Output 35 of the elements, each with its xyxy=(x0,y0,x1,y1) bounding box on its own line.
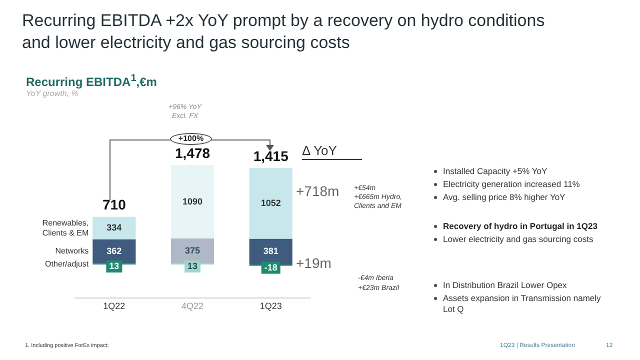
bar xyxy=(92,216,136,240)
text: Assets expansion in Transmission namely Lot Q xyxy=(443,293,601,314)
bar xyxy=(249,168,292,239)
text: Installed Capacity +5% YoY xyxy=(443,166,548,176)
total-label: 1,478 xyxy=(174,144,210,161)
x-tick-label: 1Q22 xyxy=(103,301,126,312)
data-label: 13 xyxy=(109,261,120,272)
total-label: 1,415 xyxy=(253,148,289,164)
data-label: 1052 xyxy=(260,198,281,208)
text: Lower electricity and gas sourcing costs xyxy=(443,234,594,244)
x-tick-label: 4Q22 xyxy=(181,301,204,312)
text: +100% xyxy=(178,134,204,143)
data-label: 13 xyxy=(187,261,198,272)
text: Electricity generation increased 11% xyxy=(443,179,580,189)
chart-subtitle: Recurring EBITDA$^{1}$,€m xyxy=(26,73,157,89)
annotation: +19m xyxy=(296,255,332,271)
text: Δ YoY xyxy=(302,143,337,158)
annotation: +718m xyxy=(296,183,340,199)
text: Avg. selling price 8% higher YoY xyxy=(443,192,566,202)
bar xyxy=(170,165,214,238)
data-label: 375 xyxy=(184,246,200,256)
data-label: 1090 xyxy=(182,196,203,206)
series-label: Networks xyxy=(55,246,89,256)
legend-label: Other/adjust xyxy=(45,259,90,268)
data-label: 362 xyxy=(106,246,122,256)
text: Recovery of hydro in Portugal in 1Q23 xyxy=(443,221,598,231)
x-tick-label: 1Q23 xyxy=(260,301,282,312)
text: In Distribution Brazil Lower Opex xyxy=(443,280,567,290)
series-label: Renewables, Clients & EM xyxy=(42,218,89,238)
total-label: 710 xyxy=(102,196,126,213)
text: YoY growth, % xyxy=(26,89,78,98)
data-label: 334 xyxy=(106,222,122,233)
data-label: -18 xyxy=(264,262,278,272)
chart-title: Recurring EBITDA +2x YoY prompt by a recovery on hydro conditions and lower electricity and gas sourcing costs xyxy=(22,10,546,54)
data-label: 381 xyxy=(263,246,278,256)
